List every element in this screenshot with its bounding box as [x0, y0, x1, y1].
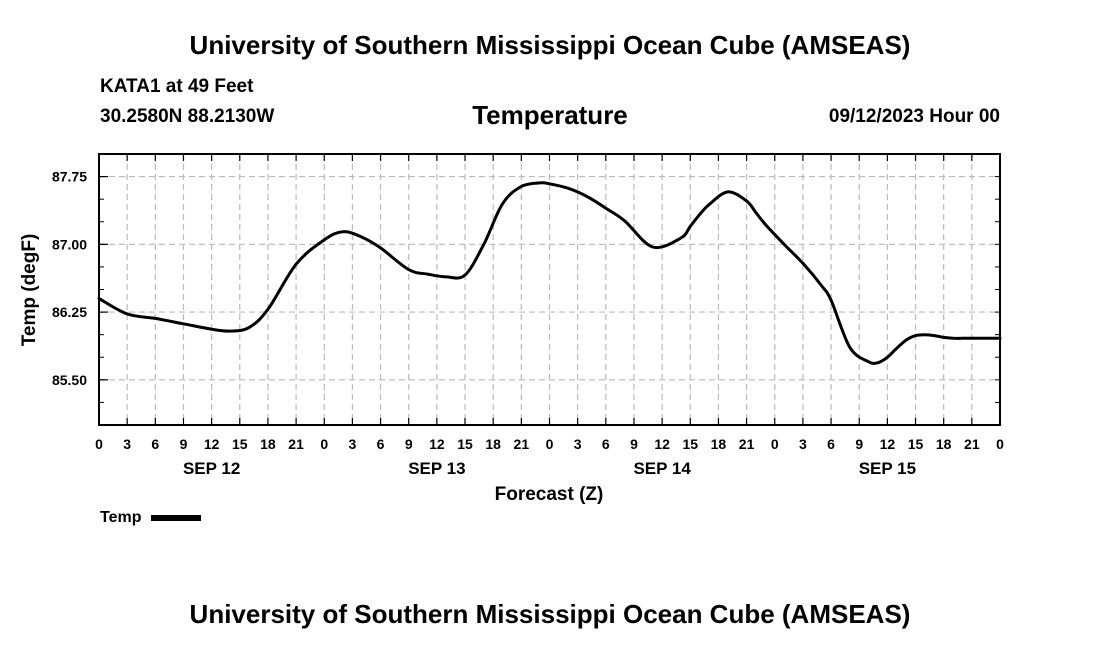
- x-tick-label: 12: [880, 436, 896, 452]
- legend-swatch: [151, 515, 202, 521]
- x-tick-label: 3: [574, 436, 582, 452]
- x-tick-label: 15: [457, 436, 473, 452]
- x-tick-label: 0: [320, 436, 328, 452]
- x-tick-label: 6: [377, 436, 385, 452]
- y-tick-label: 86.25: [52, 304, 87, 320]
- variable-title: Temperature: [472, 100, 628, 130]
- legend: Temp: [100, 509, 202, 527]
- plot-frame: [98, 153, 1001, 426]
- x-tick-label: 9: [405, 436, 413, 452]
- y-tick-label: 87.75: [52, 169, 87, 185]
- x-tick-label: 6: [827, 436, 835, 452]
- x-tick-label: 15: [232, 436, 248, 452]
- day-label: SEP 14: [633, 459, 691, 478]
- x-tick-label: 12: [654, 436, 670, 452]
- grid: [99, 154, 1000, 425]
- x-tick-label: 12: [204, 436, 220, 452]
- x-tick-label: 9: [180, 436, 188, 452]
- x-tick-label: 0: [771, 436, 779, 452]
- x-tick-label: 15: [682, 436, 698, 452]
- x-tick-label: 3: [799, 436, 807, 452]
- x-tick-label: 15: [908, 436, 924, 452]
- footer-title: University of Southern Mississippi Ocean…: [189, 599, 911, 629]
- x-tick-label: 9: [855, 436, 863, 452]
- x-tick-label: 3: [123, 436, 131, 452]
- x-tick-label: 6: [151, 436, 159, 452]
- date-label: 09/12/2023 Hour 00: [828, 106, 1000, 127]
- series-line-temp: [97, 181, 1002, 365]
- day-label: SEP 15: [859, 459, 916, 478]
- station-label: KATA1 at 49 Feet: [100, 76, 254, 97]
- y-tick-label: 85.50: [52, 372, 87, 388]
- x-tick-label: 3: [349, 436, 357, 452]
- day-label: SEP 13: [408, 459, 465, 478]
- x-tick-label: 0: [95, 436, 103, 452]
- tick-labels: 0 3 6 9 12 15 18 21 0 3 6 9 12 15 18 21 0 3 6 9 12 15 18 21 0 3 6 9…: [52, 169, 1004, 478]
- x-tick-label: 12: [429, 436, 445, 452]
- x-tick-label: 6: [602, 436, 610, 452]
- x-tick-label: 21: [514, 436, 530, 452]
- x-tick-label: 0: [546, 436, 554, 452]
- x-axis-label: Forecast (Z): [495, 484, 604, 505]
- x-tick-label: 21: [288, 436, 304, 452]
- x-tick-label: 18: [711, 436, 727, 452]
- x-tick-label: 21: [964, 436, 980, 452]
- x-tick-label: 21: [739, 436, 755, 452]
- x-tick-label: 0: [996, 436, 1004, 452]
- x-tick-label: 18: [485, 436, 501, 452]
- x-tick-label: 9: [630, 436, 638, 452]
- coordinates-label: 30.2580N 88.2130W: [100, 106, 275, 127]
- chart-title: University of Southern Mississippi Ocean…: [189, 30, 911, 60]
- y-tick-label: 87.00: [52, 236, 87, 252]
- x-tick-label: 18: [936, 436, 952, 452]
- x-tick-label: 18: [260, 436, 276, 452]
- y-axis-label: Temp (degF): [19, 234, 40, 347]
- legend-label: Temp: [100, 509, 142, 526]
- day-label: SEP 12: [183, 459, 240, 478]
